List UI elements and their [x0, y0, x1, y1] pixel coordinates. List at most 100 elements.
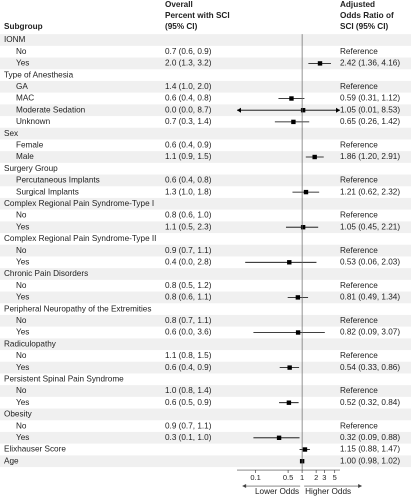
percent-text: 0.6 (0.4, 0.8) — [165, 176, 212, 185]
row-label: Yes — [16, 433, 29, 442]
percent-text: 0.7 (0.3, 1.4) — [165, 117, 212, 126]
estimate — [287, 365, 292, 370]
odds-text: 0.81 (0.49, 1.34) — [340, 293, 400, 302]
percent-text: 1.1 (0.5, 2.3) — [165, 222, 212, 231]
estimate — [291, 119, 296, 125]
group-label: Complex Regional Pain Syndrome-Type I — [4, 199, 154, 208]
group-label: Surgery Group — [4, 164, 58, 173]
row-label: No — [16, 246, 27, 255]
row-label: No — [16, 281, 27, 290]
estimate — [286, 400, 292, 405]
row-band — [0, 127, 411, 140]
percent-text: 0.9 (0.7, 1.1) — [165, 246, 212, 255]
odds-text: 1.86 (1.20, 2.91) — [340, 152, 400, 161]
percent-text: 2.0 (1.3, 3.2) — [165, 59, 212, 68]
percent-text: 0.8 (0.6, 1.0) — [165, 211, 212, 220]
odds-text: 1.21 (0.62, 2.32) — [340, 187, 400, 196]
percent-text: 0.6 (0.4, 0.9) — [165, 363, 212, 372]
row-label: Male — [16, 152, 34, 161]
estimate — [300, 225, 306, 230]
header-odds: Adjusted Odds Ratio of SCI (95% CI) — [340, 0, 394, 31]
row-label: No — [16, 316, 27, 325]
estimate — [300, 108, 306, 113]
header-percent: Overall Percent with SCI (95% CI) — [165, 0, 230, 31]
odds-text: 0.59 (0.31, 1.12) — [340, 94, 400, 103]
row-band — [0, 314, 411, 327]
arrow-head — [242, 484, 247, 489]
odds-text: Reference — [340, 386, 378, 395]
row-label: No — [16, 386, 27, 395]
row-band — [0, 455, 411, 468]
ci-arrow — [336, 107, 340, 113]
row-label: Surgical Implants — [16, 187, 79, 196]
row-label: Yes — [16, 257, 29, 266]
row-band — [0, 408, 411, 421]
row-band — [0, 104, 411, 117]
group-label: Age — [4, 456, 19, 465]
group-label: Complex Regional Pain Syndrome-Type II — [4, 234, 156, 243]
odds-text: Reference — [340, 176, 378, 185]
percent-text: 0.9 (0.7, 1.1) — [165, 421, 212, 430]
x-tick-label: 0.5 — [283, 473, 293, 482]
row-band — [0, 385, 411, 397]
arrow-head — [358, 484, 363, 489]
row-band — [0, 80, 411, 93]
percent-text: 0.6 (0.5, 0.9) — [165, 398, 212, 407]
row-label: No — [16, 47, 27, 56]
estimate — [289, 96, 294, 101]
x-tick-label: 2 — [314, 473, 318, 482]
estimate — [287, 260, 292, 265]
estimate — [312, 154, 317, 160]
marks — [237, 61, 340, 464]
x-tick-label: 0.1 — [250, 473, 260, 482]
row-label: Moderate Sedation — [16, 105, 86, 114]
header-subgroup: Subgroup — [4, 22, 43, 31]
ci-arrow — [237, 107, 241, 113]
row-label: Yes — [16, 222, 29, 231]
percent-text: 1.4 (1.0, 2.0) — [165, 82, 212, 91]
odds-text: Reference — [340, 47, 378, 56]
odds-text: 1.05 (0.45, 2.21) — [340, 222, 400, 231]
row-band — [0, 268, 411, 280]
group-label: Peripheral Neuropathy of the Extremities — [4, 304, 151, 313]
odds-text: Reference — [340, 246, 378, 255]
row-band — [0, 174, 411, 187]
odds-text: Reference — [340, 316, 378, 325]
row-band — [0, 197, 411, 210]
row-label: No — [16, 421, 27, 430]
odds-text: 0.52 (0.32, 0.84) — [340, 398, 400, 407]
x-tick-label: 1 — [300, 473, 304, 482]
x-label-left: Lower Odds — [255, 487, 299, 496]
estimate — [302, 447, 308, 452]
percent-text: 1.1 (0.9, 1.5) — [165, 152, 212, 161]
row-band — [0, 34, 411, 46]
row-label: GA — [16, 82, 28, 91]
odds-text: Reference — [340, 82, 378, 91]
odds-text: 1.00 (0.98, 1.02) — [340, 456, 400, 465]
odds-text: 0.65 (0.26, 1.42) — [340, 117, 400, 126]
odds-text: 0.53 (0.06, 2.03) — [340, 257, 400, 266]
row-band — [0, 338, 411, 351]
odds-text: 1.05 (0.01, 8.53) — [340, 105, 400, 114]
percent-text: 0.8 (0.6, 1.1) — [165, 293, 212, 302]
percent-text: 0.8 (0.5, 1.2) — [165, 281, 212, 290]
odds-text: Reference — [340, 211, 378, 220]
percent-text: 1.0 (0.8, 1.4) — [165, 386, 212, 395]
odds-text: 2.42 (1.36, 4.16) — [340, 59, 400, 68]
odds-text: 0.32 (0.09, 0.88) — [340, 433, 400, 442]
odds-text: 0.54 (0.33, 0.86) — [340, 363, 400, 372]
odds-text: 1.15 (0.88, 1.47) — [340, 445, 400, 454]
percent-text: 1.3 (1.0, 1.8) — [165, 187, 212, 196]
group-label: Chronic Pain Disorders — [4, 269, 88, 278]
row-label: Yes — [16, 293, 29, 302]
estimate — [295, 330, 301, 335]
row-label: Yes — [16, 398, 29, 407]
odds-text: Reference — [340, 281, 378, 290]
row-label: Female — [16, 140, 44, 149]
group-label: Sex — [4, 129, 18, 138]
row-band — [0, 291, 411, 304]
row-label: No — [16, 351, 27, 360]
row-label: Yes — [16, 59, 29, 68]
x-tick-label: 3 — [322, 473, 326, 482]
